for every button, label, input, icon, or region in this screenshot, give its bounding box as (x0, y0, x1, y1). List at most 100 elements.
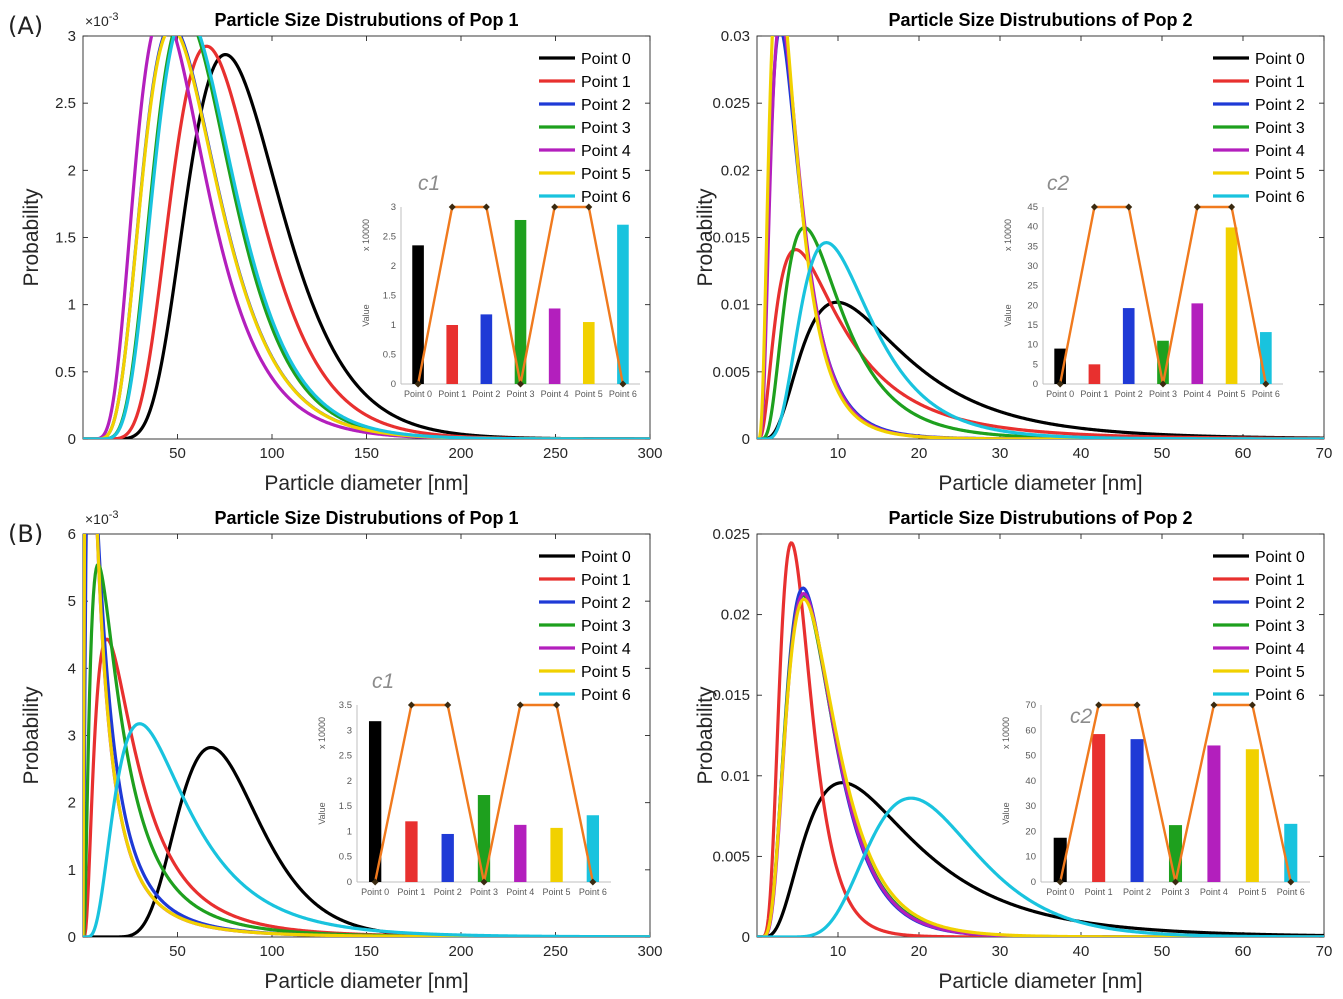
inset-marker (619, 380, 627, 388)
inset-y-tick-label: 1 (391, 320, 396, 331)
y-tick-label: 0.02 (721, 607, 750, 624)
inset-y-tick-label: 0 (1031, 877, 1036, 888)
series-line-point-5 (757, 36, 1324, 439)
series-line-point-0 (757, 781, 1324, 937)
inset-y-tick-label: 30 (1025, 801, 1036, 812)
inset-y-tick-label: 50 (1025, 751, 1036, 762)
legend-label: Point 4 (581, 143, 631, 160)
inset-bar (1054, 348, 1066, 384)
y-tick-label: 0.5 (55, 364, 76, 381)
inset-y-tick-label: 3 (391, 202, 396, 213)
x-tick-label: 30 (992, 445, 1009, 462)
inset-bar (1207, 745, 1221, 882)
y-tick-label: 0.015 (712, 687, 750, 704)
inset-x-tick-label: Point 5 (543, 887, 571, 897)
inset-x-tick-label: Point 0 (1046, 389, 1074, 399)
inset-y-label: Value (317, 802, 327, 824)
series-line-point-6 (757, 796, 1324, 937)
inset-y-tick-label: 5 (1033, 359, 1038, 370)
inset-x-tick-label: Point 6 (1252, 389, 1280, 399)
inset-y-tick-label: 2.5 (339, 751, 352, 762)
inset-y-tick-label: 0 (1033, 379, 1038, 390)
y-tick-label: 0.01 (721, 768, 750, 785)
legend-label: Point 4 (1255, 143, 1305, 160)
legend-label: Point 3 (1255, 618, 1305, 635)
inset-marker (517, 380, 524, 388)
inset-marker (407, 701, 415, 709)
panel-label-b: (B) (8, 520, 44, 548)
inset-bar (412, 245, 424, 384)
legend-label: Point 0 (581, 51, 631, 68)
inset-bar (1284, 823, 1298, 882)
inset-multiplier: x 10000 (317, 717, 327, 749)
inset-bar (368, 721, 382, 882)
series-line-point-0 (83, 745, 650, 937)
inset-y-tick-label: 0.5 (339, 852, 352, 863)
y-tick-label: 1 (68, 862, 76, 879)
x-tick-label: 20 (911, 943, 928, 960)
inset-marker (1210, 701, 1218, 709)
inset-marker (414, 380, 422, 388)
inset-bar (550, 827, 563, 882)
inset-bar (1225, 227, 1238, 384)
inset-y-label: Value (361, 304, 371, 326)
inset-y-tick-label: 10 (1025, 852, 1036, 863)
x-tick-label: 150 (354, 445, 379, 462)
inset-bar (1260, 332, 1272, 384)
inset-y-tick-label: 30 (1027, 261, 1038, 272)
x-tick-label: 150 (354, 943, 379, 960)
y-tick-label: 0 (742, 431, 750, 448)
inset-marker (1125, 203, 1133, 211)
inset-bar (1168, 825, 1183, 882)
inset-bar (582, 322, 595, 384)
legend-label: Point 2 (1255, 97, 1305, 114)
x-tick-label: 100 (259, 943, 284, 960)
y-multiplier-exponent: -3 (109, 11, 119, 23)
inset-bar (1122, 308, 1135, 384)
legend-label: Point 3 (1255, 120, 1305, 137)
inset-x-tick-label: Point 2 (434, 887, 462, 897)
y-tick-label: 2 (68, 162, 76, 179)
legend-label: Point 5 (581, 664, 631, 681)
y-axis-label: Probability (20, 188, 43, 287)
inset-marker (585, 203, 593, 211)
inset-y-tick-label: 0.5 (383, 350, 396, 361)
legend-label: Point 1 (581, 74, 631, 91)
series-line-point-6 (83, 36, 650, 439)
x-tick-label: 50 (169, 445, 186, 462)
inset-label: c1 (418, 172, 440, 195)
inset-marker (1193, 203, 1201, 211)
x-tick-label: 50 (1154, 943, 1171, 960)
inset-x-tick-label: Point 5 (1238, 887, 1266, 897)
inset-y-tick-label: 35 (1027, 241, 1038, 252)
legend-label: Point 3 (581, 618, 631, 635)
legend-label: Point 5 (1255, 664, 1305, 681)
x-tick-label: 60 (1235, 445, 1252, 462)
x-tick-label: 50 (169, 943, 186, 960)
inset-y-tick-label: 40 (1027, 222, 1038, 233)
y-multiplier-exponent: -3 (109, 509, 119, 521)
x-tick-label: 70 (1316, 943, 1333, 960)
legend-label: Point 6 (1255, 189, 1305, 206)
inset-marker (371, 878, 379, 886)
inset-marker (1287, 878, 1295, 886)
legend-label: Point 1 (1255, 74, 1305, 91)
inset-y-label: Value (1001, 802, 1011, 824)
chart-title: Particle Size Distrubutions of Pop 2 (888, 508, 1192, 528)
inset-bar (1191, 303, 1204, 384)
x-axis-label: Particle diameter [nm] (938, 970, 1142, 993)
inset-y-tick-label: 1.5 (339, 801, 352, 812)
inset-x-tick-label: Point 3 (470, 887, 498, 897)
x-tick-label: 10 (830, 943, 847, 960)
inset-y-tick-label: 1 (347, 826, 352, 837)
inset-x-tick-label: Point 1 (1085, 887, 1113, 897)
inset-x-tick-label: Point 2 (472, 389, 500, 399)
inset-y-tick-label: 0 (391, 379, 396, 390)
y-multiplier: ×10-3 (85, 11, 119, 29)
y-axis-label: Probability (694, 188, 717, 287)
inset-x-tick-label: Point 1 (1080, 389, 1108, 399)
x-tick-label: 250 (543, 445, 568, 462)
inset-x-tick-label: Point 3 (506, 389, 534, 399)
inset-marker (1172, 878, 1179, 886)
chart-B1: Particle Size Distrubutions of Pop 150 10… (20, 508, 663, 993)
